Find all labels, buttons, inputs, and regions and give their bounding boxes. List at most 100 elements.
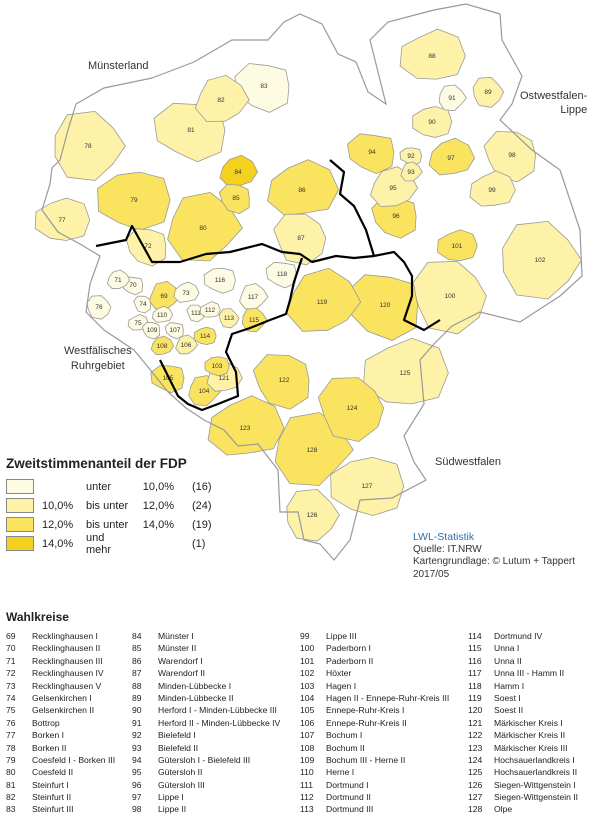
wahlkreis-name: Ennepe-Ruhr-Kreis I <box>326 705 405 716</box>
wahlkreis-name: Höxter <box>326 668 352 679</box>
wahlkreis-number: 121 <box>468 717 483 728</box>
district-number: 106 <box>181 342 192 349</box>
district-number: 92 <box>407 153 415 160</box>
wahlkreis-number: 89 <box>132 692 142 703</box>
wahlkreis-name: Paderborn I <box>326 643 371 654</box>
district-124 <box>317 377 385 442</box>
district-98 <box>483 131 536 183</box>
wahlkreis-item: 98 Lippe II <box>132 803 280 815</box>
wahlkreise-list: 69 Recklinghausen I 70 Recklinghausen II 71 R… <box>6 630 592 816</box>
wahlkreise-column: 99 Lippe III 100 Paderborn I 101 Paderborn II… <box>300 630 449 816</box>
wahlkreis-number: 88 <box>132 680 142 691</box>
district-76 <box>86 295 112 320</box>
district-74 <box>133 295 152 314</box>
wahlkreis-item: 71 Recklinghausen III <box>6 655 115 667</box>
wahlkreis-name: Unna II <box>494 655 522 666</box>
district-number: 93 <box>407 169 415 176</box>
wahlkreis-item: 86 Warendorf I <box>132 655 280 667</box>
wahlkreis-name: Lippe III <box>326 631 357 641</box>
district-number: 75 <box>134 320 142 327</box>
wahlkreis-name: Minden-Lübbecke II <box>158 692 234 703</box>
wahlkreis-item: 95 Gütersloh II <box>132 766 280 778</box>
wahlkreis-item: 99 Lippe III <box>300 630 449 642</box>
district-number: 119 <box>317 299 328 306</box>
wahlkreis-name: Unna I <box>494 643 520 654</box>
district-number: 108 <box>157 343 168 350</box>
district-122 <box>252 354 310 410</box>
legend-count: (24) <box>192 499 212 512</box>
wahlkreis-name: Dortmund IV <box>494 631 543 641</box>
district-areas <box>34 28 583 542</box>
wahlkreis-number: 101 <box>300 655 315 666</box>
region-label-muensterland: Münsterland <box>88 60 149 72</box>
district-106 <box>175 334 198 355</box>
wahlkreis-name: Dortmund II <box>326 792 371 803</box>
district-86 <box>267 159 340 217</box>
wahlkreis-item: 91 Herford II - Minden-Lübbecke IV <box>132 717 280 729</box>
wahlkreis-name: Lippe II <box>158 804 187 815</box>
district-number: 82 <box>217 97 225 104</box>
district-85 <box>218 183 250 215</box>
legend-from: 14,0% <box>42 537 74 550</box>
district-number: 79 <box>130 197 138 204</box>
wahlkreis-item: 104 Hagen II - Ennepe-Ruhr-Kreis III <box>300 692 449 704</box>
wahlkreis-item: 121 Märkischer Kreis I <box>468 717 578 729</box>
wahlkreis-number: 109 <box>300 754 315 765</box>
district-103 <box>204 356 230 377</box>
district-73 <box>173 281 200 303</box>
legend-swatch <box>6 517 34 532</box>
district-number: 128 <box>307 447 318 454</box>
district-number: 115 <box>249 317 260 324</box>
wahlkreis-number: 92 <box>132 730 142 741</box>
wahlkreis-item: 116 Unna II <box>468 655 578 667</box>
wahlkreis-number: 110 <box>300 767 314 778</box>
wahlkreis-name: Steinfurt II <box>32 792 72 803</box>
wahlkreis-item: 111 Dortmund I <box>300 779 449 791</box>
wahlkreis-name: Märkischer Kreis II <box>494 730 566 741</box>
district-number: 78 <box>84 143 92 150</box>
district-111 <box>186 304 205 323</box>
wahlkreis-item: 126 Siegen-Wittgenstein I <box>468 779 578 791</box>
wahlkreis-name: Siegen-Wittgenstein I <box>494 779 576 790</box>
wahlkreis-number: 111 <box>300 779 314 790</box>
district-88 <box>399 28 466 80</box>
district-number: 80 <box>199 225 207 232</box>
district-number: 94 <box>368 149 376 156</box>
wahlkreis-item: 114 Dortmund IV <box>468 630 578 642</box>
district-110 <box>151 305 173 323</box>
wahlkreis-item: 85 Münster II <box>132 642 280 654</box>
wahlkreis-item: 113 Dortmund III <box>300 803 449 815</box>
wahlkreis-item: 76 Bottrop <box>6 717 115 729</box>
district-91 <box>438 84 467 112</box>
district-number: 86 <box>298 187 306 194</box>
district-number: 90 <box>428 119 436 126</box>
wahlkreis-item: 122 Märkischer Kreis II <box>468 729 578 741</box>
wahlkreis-item: 117 Unna III - Hamm II <box>468 667 578 679</box>
wahlkreis-number: 103 <box>300 680 315 691</box>
wahlkreis-item: 75 Gelsenkirchen II <box>6 704 115 716</box>
wahlkreis-name: Recklinghausen V <box>32 680 102 691</box>
wahlkreis-number: 100 <box>300 643 315 654</box>
wahlkreis-name: Gütersloh III <box>158 779 205 790</box>
district-101 <box>437 229 478 262</box>
wahlkreis-name: Soest I <box>494 692 521 703</box>
wahlkreis-name: Ennepe-Ruhr-Kreis II <box>326 717 407 728</box>
wahlkreis-name: Hamm I <box>494 680 525 691</box>
wahlkreis-number: 113 <box>300 804 314 815</box>
district-number: 71 <box>114 277 122 284</box>
wahlkreis-item: 115 Unna I <box>468 642 578 654</box>
district-number: 88 <box>428 53 436 60</box>
legend-from: 10,0% <box>42 499 74 512</box>
wahlkreis-number: 126 <box>468 779 483 790</box>
wahlkreis-name: Steinfurt III <box>32 804 74 815</box>
wahlkreis-number: 82 <box>6 792 16 803</box>
district-118 <box>265 261 297 289</box>
wahlkreis-name: Borken I <box>32 730 65 741</box>
wahlkreis-number: 107 <box>300 730 315 741</box>
wahlkreis-item: 94 Gütersloh I - Bielefeld III <box>132 754 280 766</box>
muensterland-ruhr-border <box>95 224 375 264</box>
wahlkreis-name: Bottrop <box>32 717 60 728</box>
district-109 <box>141 321 161 340</box>
district-number: 73 <box>182 290 190 297</box>
district-71 <box>106 269 131 290</box>
